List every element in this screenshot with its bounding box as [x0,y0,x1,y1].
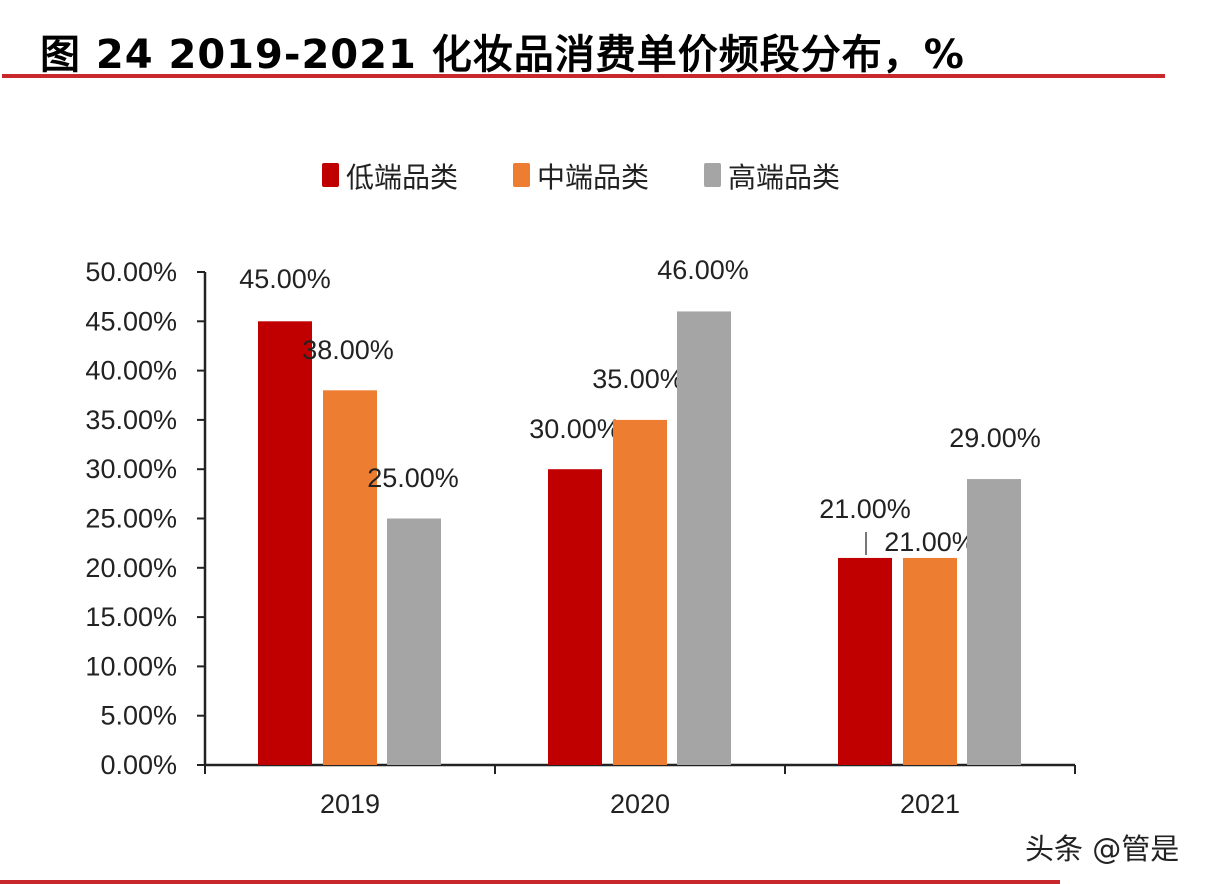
y-tick-label: 45.00% [85,306,177,336]
y-tick-label: 40.00% [85,356,177,386]
legend-label: 低端品类 [346,161,458,194]
y-tick-label: 35.00% [85,405,177,435]
bar-高端品类 [387,518,441,765]
legend-label: 高端品类 [728,161,840,194]
bar-高端品类 [677,311,731,765]
legend-swatch [704,163,721,187]
legend-swatch [322,163,339,187]
bar-中端品类 [323,390,377,765]
y-tick-label: 10.00% [85,651,177,681]
x-tick-label: 2021 [900,789,960,819]
data-label: 38.00% [302,335,394,365]
bar-低端品类 [258,321,312,765]
title-divider [2,74,1165,78]
y-tick-label: 25.00% [85,504,177,534]
bar-低端品类 [838,557,892,765]
y-tick-label: 15.00% [85,602,177,632]
y-tick-label: 30.00% [85,454,177,484]
bar-低端品类 [548,469,602,765]
bar-高端品类 [967,479,1021,765]
watermark: 头条 @管是 [1025,832,1180,866]
y-tick-label: 20.00% [85,553,177,583]
bar-中端品类 [903,557,957,765]
page-title: 图 24 2019-2021 化妆品消费单价频段分布，% [40,32,965,78]
data-label: 25.00% [367,463,459,493]
y-tick-label: 5.00% [100,701,177,731]
x-tick-label: 2019 [320,789,380,819]
y-tick-label: 50.00% [85,257,177,287]
data-label: 30.00% [529,414,621,444]
x-tick-label: 2020 [610,789,670,819]
bottom-divider [0,880,1060,884]
data-label: 35.00% [592,364,684,394]
data-label: 21.00% [884,527,976,557]
data-label: 45.00% [239,264,331,294]
data-label: 29.00% [949,423,1041,453]
legend-swatch [513,163,530,187]
y-tick-label: 0.00% [100,750,177,780]
legend-label: 中端品类 [537,161,649,194]
data-label: 21.00% [819,494,911,524]
bar-中端品类 [613,419,667,765]
data-label: 46.00% [657,255,749,285]
